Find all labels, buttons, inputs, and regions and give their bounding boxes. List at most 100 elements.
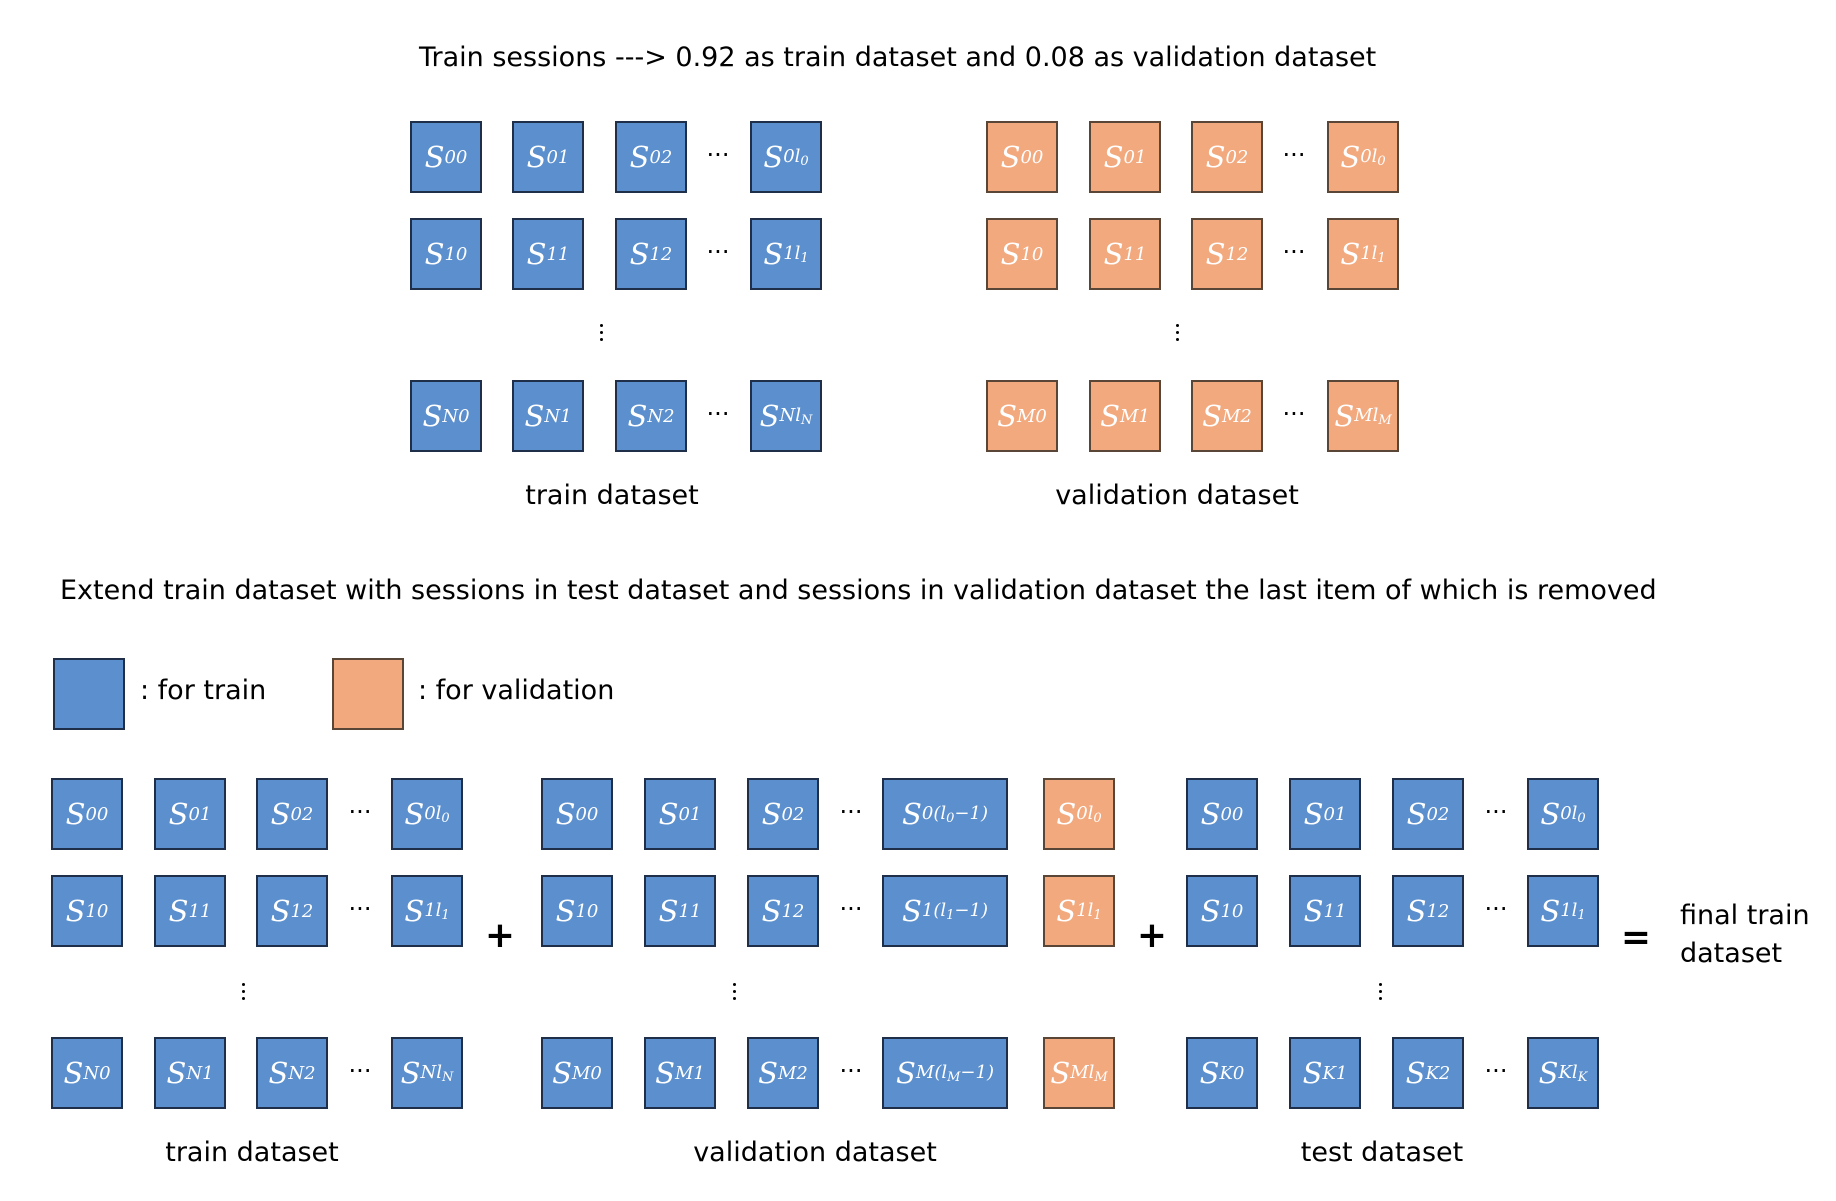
bottom-train-vertical-ellipsis <box>242 983 246 1004</box>
top-validation-ellipsis-r2: ··· <box>1282 400 1306 428</box>
bottom-validation-box-r1-c4: S 1l1 <box>1043 875 1115 947</box>
legend-train-swatch <box>53 658 125 730</box>
top-validation-box-r2-c3: S MlM <box>1327 380 1399 452</box>
top-validation-box-r1-c3: S 1l1 <box>1327 218 1399 290</box>
bottom-test-ellipsis-r0: ··· <box>1484 798 1508 826</box>
bottom-validation-box-r2-c2: S M2 <box>747 1037 819 1109</box>
top-validation-caption: validation dataset <box>1055 480 1299 511</box>
bottom-train-box-r0-c3: S 0l0 <box>391 778 463 850</box>
top-validation-vertical-ellipsis <box>1176 324 1180 345</box>
top-train-box-r1-c2: S 12 <box>615 218 687 290</box>
top-validation-box-r0-c1: S 01 <box>1089 121 1161 193</box>
bottom-train-box-r1-c2: S 12 <box>256 875 328 947</box>
bottom-validation-box-r2-c4: S MlM <box>1043 1037 1115 1109</box>
top-train-box-r2-c2: S N2 <box>615 380 687 452</box>
top-validation-ellipsis-r0: ··· <box>1282 141 1306 169</box>
bottom-validation-box-r0-c4: S 0l0 <box>1043 778 1115 850</box>
top-validation-ellipsis-r1: ··· <box>1282 238 1306 266</box>
bottom-train-ellipsis-r1: ··· <box>348 895 372 923</box>
bottom-train-box-r1-c1: S 11 <box>154 875 226 947</box>
bottom-test-ellipsis-r1: ··· <box>1484 895 1508 923</box>
top-validation-box-r2-c0: S M0 <box>986 380 1058 452</box>
bottom-test-box-r0-c0: S 00 <box>1186 778 1258 850</box>
bottom-test-box-r1-c3: S 1l1 <box>1527 875 1599 947</box>
bottom-validation-ellipsis-r2: ··· <box>839 1057 863 1085</box>
bottom-validation-box-r1-c3: S 1(l1−1) <box>882 875 1008 947</box>
final-train-label-line1: final train <box>1680 900 1810 931</box>
bottom-test-box-r2-c2: S K2 <box>1392 1037 1464 1109</box>
final-train-label-line2: dataset <box>1680 938 1783 969</box>
top-train-box-r0-c0: S 00 <box>410 121 482 193</box>
bottom-validation-box-r0-c3: S 0(l0−1) <box>882 778 1008 850</box>
top-train-box-r2-c3: S NlN <box>750 380 822 452</box>
bottom-test-box-r2-c3: S KlK <box>1527 1037 1599 1109</box>
bottom-train-ellipsis-r2: ··· <box>348 1057 372 1085</box>
bottom-train-box-r2-c3: S NlN <box>391 1037 463 1109</box>
top-train-ellipsis-r2: ··· <box>706 400 730 428</box>
bottom-validation-box-r0-c1: S 01 <box>644 778 716 850</box>
top-validation-box-r2-c2: S M2 <box>1191 380 1263 452</box>
bottom-train-box-r1-c0: S 10 <box>51 875 123 947</box>
plus-operator-1: + <box>484 915 516 956</box>
top-validation-box-r0-c0: S 00 <box>986 121 1058 193</box>
bottom-validation-box-r2-c0: S M0 <box>541 1037 613 1109</box>
top-train-caption: train dataset <box>525 480 699 511</box>
bottom-test-box-r1-c1: S 11 <box>1289 875 1361 947</box>
bottom-validation-box-r0-c0: S 00 <box>541 778 613 850</box>
bottom-test-box-r2-c1: S K1 <box>1289 1037 1361 1109</box>
bottom-test-box-r0-c3: S 0l0 <box>1527 778 1599 850</box>
plus-operator-2: + <box>1136 915 1168 956</box>
bottom-train-ellipsis-r0: ··· <box>348 798 372 826</box>
top-train-ellipsis-r0: ··· <box>706 141 730 169</box>
top-train-box-r1-c3: S 1l1 <box>750 218 822 290</box>
top-train-box-r0-c3: S 0l0 <box>750 121 822 193</box>
bottom-validation-box-r1-c0: S 10 <box>541 875 613 947</box>
top-validation-box-r1-c0: S 10 <box>986 218 1058 290</box>
bottom-train-box-r2-c2: S N2 <box>256 1037 328 1109</box>
top-validation-box-r2-c1: S M1 <box>1089 380 1161 452</box>
top-train-box-r2-c0: S N0 <box>410 380 482 452</box>
top-train-ellipsis-r1: ··· <box>706 238 730 266</box>
bottom-validation-box-r0-c2: S 02 <box>747 778 819 850</box>
top-train-box-r2-c1: S N1 <box>512 380 584 452</box>
bottom-test-box-r1-c2: S 12 <box>1392 875 1464 947</box>
bottom-train-box-r1-c3: S 1l1 <box>391 875 463 947</box>
extend-description: Extend train dataset with sessions in te… <box>60 575 1657 606</box>
top-validation-box-r0-c2: S 02 <box>1191 121 1263 193</box>
bottom-train-box-r0-c0: S 00 <box>51 778 123 850</box>
bottom-validation-vertical-ellipsis <box>733 983 737 1004</box>
top-train-box-r0-c2: S 02 <box>615 121 687 193</box>
legend-train-label: : for train <box>140 675 267 706</box>
bottom-test-box-r0-c2: S 02 <box>1392 778 1464 850</box>
bottom-train-caption: train dataset <box>165 1137 339 1168</box>
equals-operator: = <box>1620 917 1652 958</box>
bottom-test-box-r0-c1: S 01 <box>1289 778 1361 850</box>
bottom-validation-box-r2-c1: S M1 <box>644 1037 716 1109</box>
bottom-validation-box-r1-c2: S 12 <box>747 875 819 947</box>
top-train-box-r1-c0: S 10 <box>410 218 482 290</box>
bottom-validation-caption: validation dataset <box>693 1137 937 1168</box>
top-validation-box-r1-c2: S 12 <box>1191 218 1263 290</box>
bottom-validation-ellipsis-r1: ··· <box>839 895 863 923</box>
top-validation-box-r1-c1: S 11 <box>1089 218 1161 290</box>
bottom-validation-box-r1-c1: S 11 <box>644 875 716 947</box>
bottom-train-box-r0-c1: S 01 <box>154 778 226 850</box>
bottom-train-box-r0-c2: S 02 <box>256 778 328 850</box>
top-train-box-r1-c1: S 11 <box>512 218 584 290</box>
bottom-train-box-r2-c0: S N0 <box>51 1037 123 1109</box>
legend-validation-label: : for validation <box>418 675 615 706</box>
bottom-validation-ellipsis-r0: ··· <box>839 798 863 826</box>
top-validation-box-r0-c3: S 0l0 <box>1327 121 1399 193</box>
bottom-test-box-r2-c0: S K0 <box>1186 1037 1258 1109</box>
bottom-test-box-r1-c0: S 10 <box>1186 875 1258 947</box>
top-train-box-r0-c1: S 01 <box>512 121 584 193</box>
bottom-validation-box-r2-c3: S M(lM−1) <box>882 1037 1008 1109</box>
bottom-test-vertical-ellipsis <box>1379 983 1383 1004</box>
bottom-train-box-r2-c1: S N1 <box>154 1037 226 1109</box>
page-title: Train sessions ---> 0.92 as train datase… <box>419 42 1377 73</box>
bottom-test-ellipsis-r2: ··· <box>1484 1057 1508 1085</box>
bottom-test-caption: test dataset <box>1300 1137 1464 1168</box>
top-train-vertical-ellipsis <box>600 324 604 345</box>
legend-validation-swatch <box>332 658 404 730</box>
